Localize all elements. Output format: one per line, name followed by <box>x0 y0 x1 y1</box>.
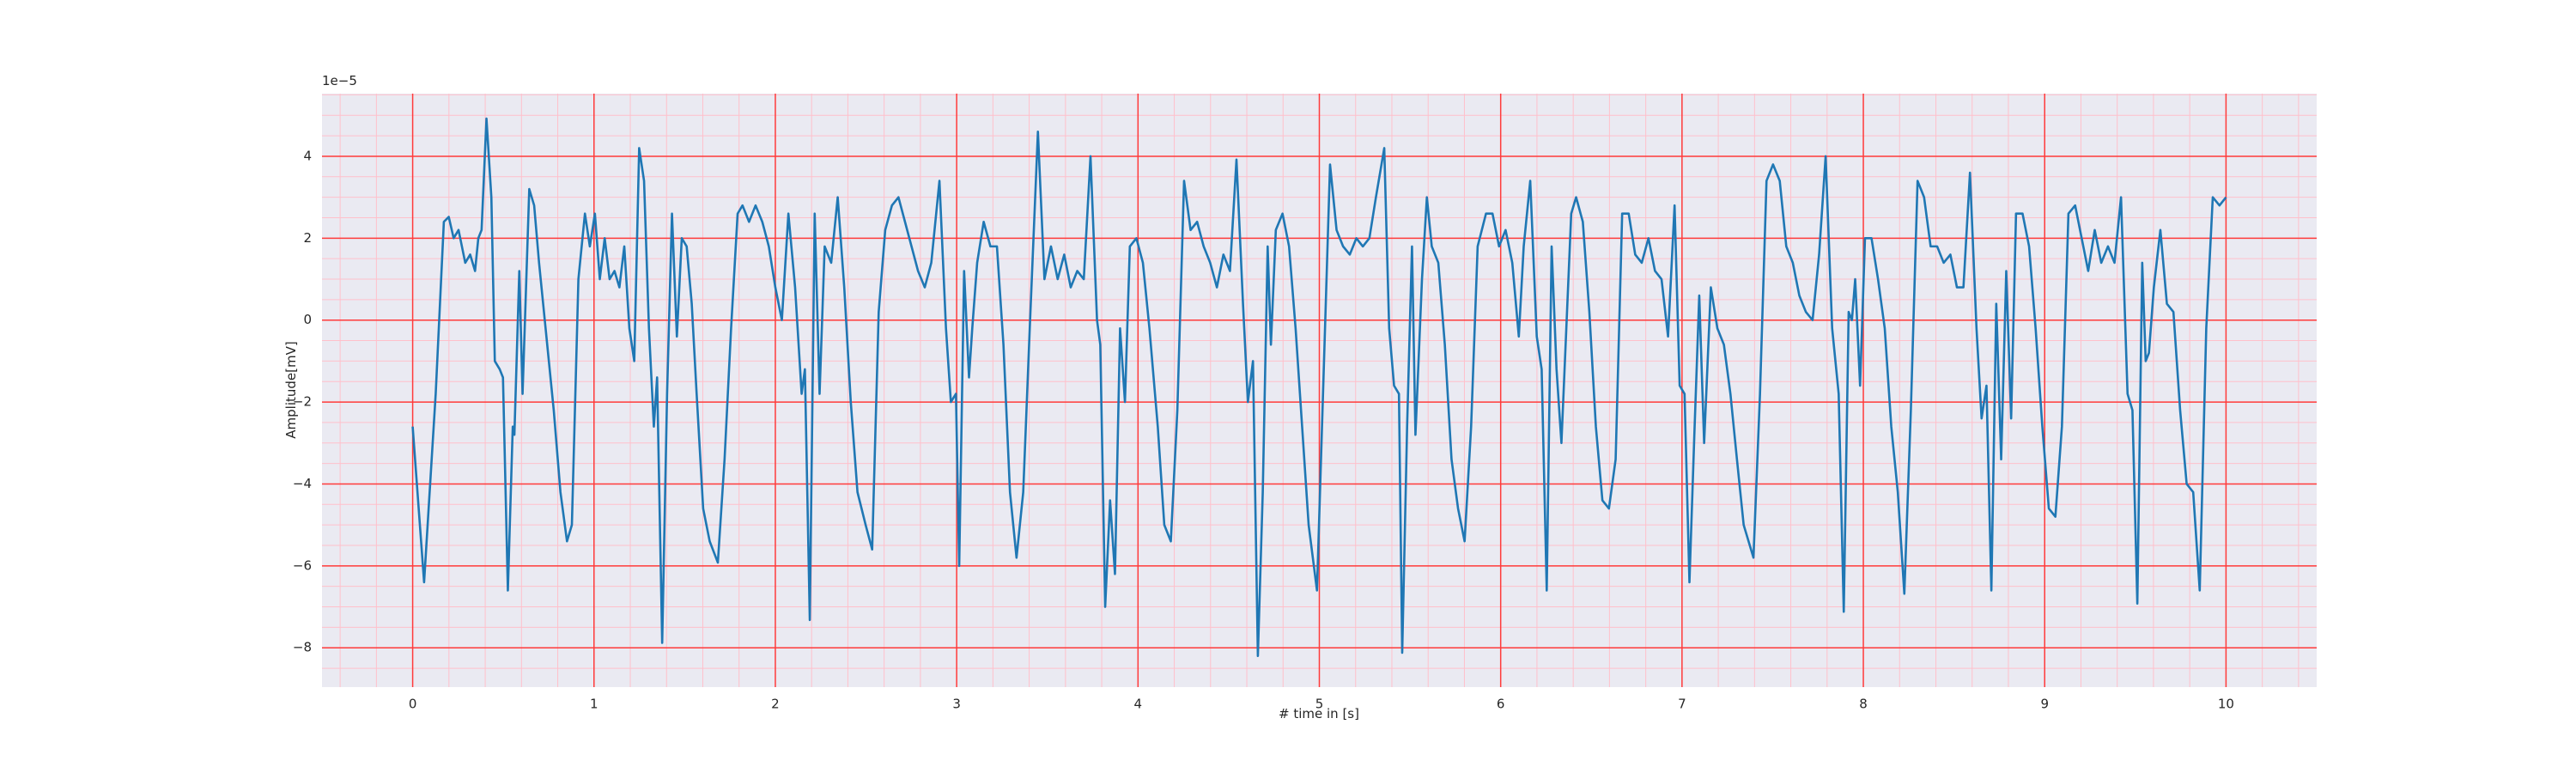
y-tick-label: −6 <box>293 557 312 573</box>
y-axis-label: Amplitude[mV] <box>283 341 299 438</box>
x-tick-label: 7 <box>1678 697 1686 712</box>
x-tick-label: 8 <box>1859 697 1868 712</box>
y-tick-label: −2 <box>293 394 312 410</box>
x-tick-label: 5 <box>1315 697 1324 712</box>
x-tick-label: 10 <box>2218 697 2234 712</box>
y-tick-label: −8 <box>293 640 312 655</box>
x-tick-label: 9 <box>2040 697 2049 712</box>
x-axis-label: # time in [s] <box>1279 706 1359 721</box>
signal-line <box>411 117 2227 658</box>
y-tick-label: 2 <box>303 230 312 246</box>
series <box>411 117 2227 658</box>
y-tick-label: 0 <box>303 312 312 327</box>
x-tick-label: 0 <box>409 697 417 712</box>
axis-offset: 1e−5 <box>322 73 357 88</box>
x-tick-label: 3 <box>952 697 961 712</box>
tick-labels: 0 1 2 3 4 5 6 7 8 9 10 −8 −6 −4 −2 0 2 4 <box>293 148 2234 711</box>
y-tick-label: 4 <box>303 148 312 163</box>
x-tick-label: 4 <box>1134 697 1143 712</box>
x-tick-label: 1 <box>590 697 598 712</box>
x-tick-label: 2 <box>771 697 780 712</box>
y-tick-label: −4 <box>293 476 312 491</box>
x-tick-label: 6 <box>1497 697 1505 712</box>
